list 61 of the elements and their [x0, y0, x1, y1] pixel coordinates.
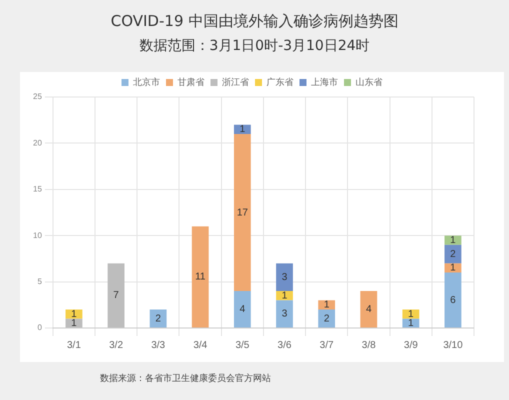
data-label: 3: [282, 272, 288, 283]
source-note: 数据来源：各省市卫生健康委员会官方网站: [100, 372, 271, 385]
bar: [444, 236, 462, 245]
data-label: 2: [450, 248, 456, 260]
bar: [444, 272, 462, 328]
legend-label: 浙江省: [222, 76, 249, 88]
x-tick-label: 3/5: [235, 340, 250, 351]
bar: [192, 226, 209, 328]
data-label: 1: [408, 318, 414, 329]
data-label: 1: [450, 234, 456, 246]
y-tick-label: 25: [32, 92, 42, 102]
data-label: 1: [282, 290, 288, 302]
bar: [108, 263, 124, 328]
x-tick-label: 3/8: [362, 340, 376, 351]
data-label: 1: [450, 262, 456, 274]
data-label: 1: [71, 318, 78, 329]
bar: [234, 124, 251, 134]
x-tick-label: 3/1: [67, 340, 82, 351]
legend-label: 广东省: [266, 76, 294, 88]
data-label: 4: [240, 304, 246, 316]
y-tick-label: 15: [32, 184, 42, 194]
legend-label: 上海市: [311, 76, 338, 88]
y-tick-label: 0: [37, 323, 42, 332]
data-label: 1: [71, 308, 78, 320]
bar: [276, 300, 293, 328]
bar: [360, 291, 378, 328]
bar: [276, 263, 293, 292]
data-label: 4: [366, 304, 372, 316]
data-label: 1: [240, 124, 246, 136]
data-label: 1: [408, 308, 414, 320]
data-label: 6: [450, 294, 456, 306]
data-label: 17: [236, 207, 248, 218]
bar: [444, 244, 462, 264]
legend-label: 北京市: [133, 76, 160, 88]
data-label: 11: [195, 272, 206, 283]
x-tick-label: 3/4: [193, 340, 208, 351]
bar: [150, 310, 167, 328]
bar: [276, 291, 293, 300]
chart-title: COVID-19 中国由境外输入确诊病例趋势图: [110, 12, 400, 31]
y-tick-label: 20: [32, 138, 42, 148]
x-tick-label: 3/3: [151, 340, 166, 351]
bar: [66, 310, 82, 319]
bar: [318, 310, 336, 328]
bar: [402, 310, 420, 319]
chart-subtitle: 数据范围：3月1日0时-3月10日24时: [138, 37, 371, 55]
y-tick-label: 5: [37, 277, 42, 286]
bar: [234, 134, 251, 292]
data-label: 3: [282, 308, 288, 320]
y-tick-label: 10: [32, 230, 42, 240]
legend-label: 山东省: [356, 76, 382, 88]
data-label: 7: [113, 290, 120, 302]
data-label: 2: [155, 313, 162, 324]
data-label: 1: [324, 300, 330, 311]
x-tick-label: 3/9: [404, 340, 418, 351]
x-tick-label: 3/7: [320, 340, 334, 351]
x-tick-label: 3/6: [278, 340, 292, 351]
bar: [234, 291, 251, 328]
x-tick-label: 3/2: [109, 340, 124, 351]
x-tick-label: 3/10: [443, 340, 464, 351]
data-label: 2: [324, 313, 330, 324]
legend-label: 甘肃省: [178, 76, 204, 88]
